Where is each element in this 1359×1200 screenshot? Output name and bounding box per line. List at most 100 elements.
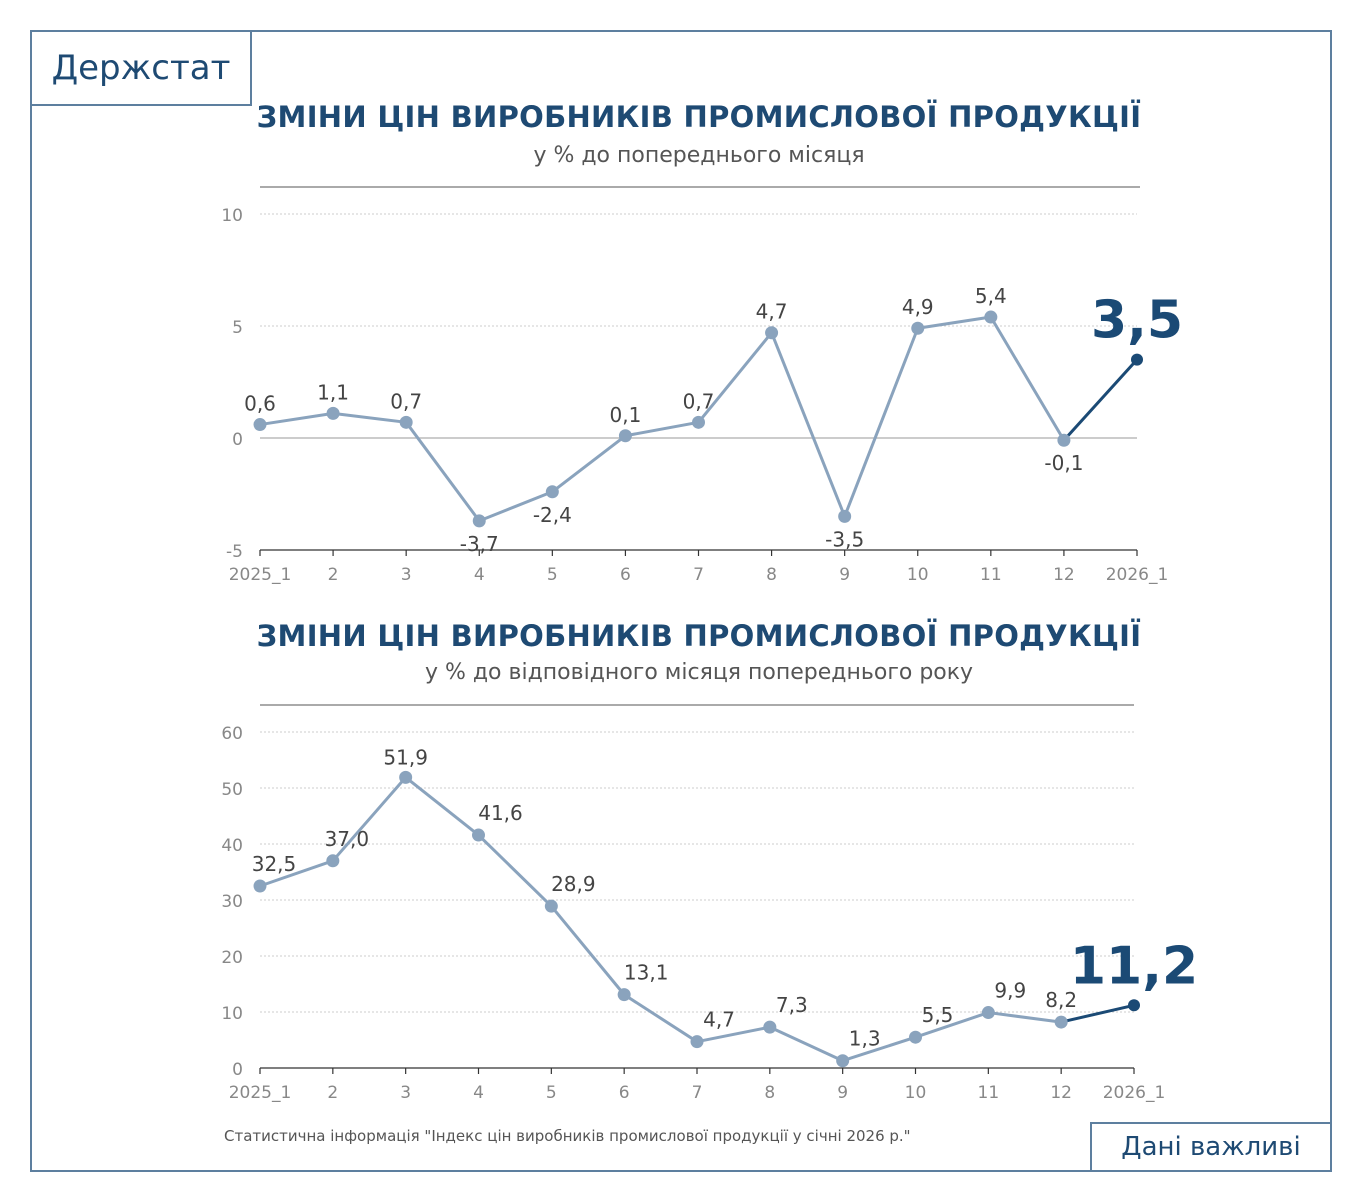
chart-2-data-point xyxy=(472,828,485,842)
chart-1-data-point xyxy=(692,415,705,429)
chart-1-x-tick-label: 9 xyxy=(839,565,850,585)
chart-2-highlight-value: 11,2 xyxy=(1070,936,1198,996)
chart-2-x-tick-label: 3 xyxy=(400,1083,411,1103)
chart-2-x-tick-label: 10 xyxy=(905,1083,927,1103)
chart-1-line-segment xyxy=(259,411,334,427)
chart-2-data-point xyxy=(981,1006,995,1020)
chart-2-line-segment xyxy=(550,905,626,996)
chart-2-x-tick-label: 5 xyxy=(546,1083,557,1103)
chart-1-x-tick-label: 6 xyxy=(620,565,631,585)
chart-1-data-point xyxy=(253,418,267,432)
chart-2-x-tick-label: 8 xyxy=(764,1083,775,1103)
chart-1-x-tick-label: 2 xyxy=(328,565,339,585)
chart-2-data-label: 5,5 xyxy=(922,1003,954,1027)
chart-1-x-tick-label: 4 xyxy=(474,565,485,585)
chart-1-y-tick-label: 0 xyxy=(232,430,243,450)
chart-1-y-tick-label: 5 xyxy=(232,318,243,338)
chart-1-x-tick-label: 2026_1 xyxy=(1106,565,1169,585)
chart-1-data-label: 1,1 xyxy=(317,380,349,404)
chart-2-line-segment xyxy=(404,776,480,837)
chart-2-subtitle: у % до відповідного місяця попереднього … xyxy=(424,660,974,685)
chart-1-line-segment xyxy=(697,331,773,424)
chart-2-data-point xyxy=(763,1020,777,1034)
chart-2-data-label: 1,3 xyxy=(849,1027,881,1051)
chart-1-data-label: 0,1 xyxy=(610,403,642,427)
badge-data-important: Дані важливі xyxy=(1090,1122,1332,1172)
chart-1-subtitle: у % до попереднього місяця xyxy=(533,143,865,168)
chart-2-line-segment xyxy=(623,993,698,1043)
chart-1-data-label: 0,6 xyxy=(244,392,276,416)
chart-2-line-segment xyxy=(696,1025,771,1044)
chart-1-x-tick-label: 11 xyxy=(980,565,1002,585)
chart-1-data-point xyxy=(472,514,486,528)
chart-1-data-label: -3,7 xyxy=(460,532,499,556)
chart-2-data-label: 4,7 xyxy=(703,1008,735,1032)
chart-2-data-label: 28,9 xyxy=(551,872,596,896)
chart-1-data-label: 4,7 xyxy=(756,300,788,324)
chart-2-x-tick-label: 9 xyxy=(837,1083,848,1103)
chart-1-data-label: -3,5 xyxy=(825,527,864,551)
chart-2-x-tick-label: 7 xyxy=(692,1083,703,1103)
chart-2-line-segment xyxy=(915,1011,989,1039)
chart-1-x-tick-label: 8 xyxy=(766,565,777,585)
chart-2-data-point xyxy=(1054,1015,1068,1029)
chart-2-data-label: 32,5 xyxy=(252,852,297,876)
chart-2-y-tick-label: 60 xyxy=(221,724,243,744)
chart-2-data-point xyxy=(1128,999,1140,1012)
chart-1-data-point xyxy=(618,429,632,443)
chart-2-x-tick-label: 2026_1 xyxy=(1103,1083,1166,1103)
chart-1-line-segment xyxy=(843,327,920,517)
chart-1-data-label: 4,9 xyxy=(902,295,934,319)
chart-1-data-label: 0,7 xyxy=(390,389,422,413)
source-note: Статистична інформація "Індекс цін вироб… xyxy=(224,1127,911,1145)
chart-2-data-label: 13,1 xyxy=(624,961,669,985)
chart-1-highlight-value: 3,5 xyxy=(1091,291,1183,351)
chart-2-x-tick-label: 6 xyxy=(619,1083,630,1103)
chart-2-data-point xyxy=(909,1030,922,1044)
chart-1-line-segment xyxy=(770,332,847,517)
chart-1-x-tick-label: 2025_1 xyxy=(229,565,292,585)
chart-1-data-point xyxy=(326,406,340,420)
outer-frame xyxy=(30,30,1332,1172)
chart-2-y-tick-label: 50 xyxy=(221,780,243,800)
chart-2-data-label: 41,6 xyxy=(478,801,523,825)
logo: Держстат xyxy=(30,30,252,106)
chart-2-line-segment xyxy=(331,776,407,862)
chart-2-line-segment xyxy=(259,859,334,888)
chart-1-line-segment xyxy=(404,421,481,522)
chart-2-data-point xyxy=(544,899,558,913)
chart-2-data-label: 37,0 xyxy=(325,827,370,851)
chart-2-line-segment xyxy=(1060,1003,1135,1024)
chart-1-data-point xyxy=(984,310,998,324)
chart-1-line-segment xyxy=(917,315,992,330)
chart-2-y-tick-label: 30 xyxy=(221,892,243,912)
chart-1-data-point xyxy=(399,415,413,429)
chart-1-data-point xyxy=(1131,353,1143,366)
chart-1-x-tick-label: 12 xyxy=(1053,565,1075,585)
chart-2-data-point xyxy=(617,988,631,1002)
chart-2-data-label: 51,9 xyxy=(383,745,428,769)
chart-2-y-tick-label: 40 xyxy=(221,836,243,856)
chart-1-data-label: 0,7 xyxy=(683,389,715,413)
chart-1-line-segment xyxy=(551,434,627,493)
chart-1-line-segment xyxy=(625,420,699,438)
chart-1-data-point xyxy=(545,485,559,499)
chart-1-data-point xyxy=(765,326,779,340)
chart-2-x-tick-label: 11 xyxy=(978,1083,1000,1103)
chart-2-data-point xyxy=(399,770,413,784)
chart-1-x-tick-label: 5 xyxy=(547,565,558,585)
chart-1-line-segment xyxy=(1062,358,1139,442)
chart-1-data-label: -2,4 xyxy=(533,503,572,527)
chart-1-data-label: -0,1 xyxy=(1044,451,1083,475)
chart-2-data-label: 7,3 xyxy=(776,993,808,1017)
chart-2-data-point xyxy=(326,854,340,868)
chart-2-x-tick-label: 4 xyxy=(473,1083,484,1103)
chart-2-y-tick-label: 0 xyxy=(232,1060,243,1080)
chart-1-line-segment xyxy=(332,411,407,424)
chart-1-x-tick-label: 10 xyxy=(907,565,929,585)
chart-1-x-tick-label: 7 xyxy=(693,565,704,585)
chart-1-line-segment xyxy=(989,316,1066,442)
chart-2-x-tick-label: 2025_1 xyxy=(229,1083,292,1103)
chart-2-data-label: 8,2 xyxy=(1045,988,1077,1012)
